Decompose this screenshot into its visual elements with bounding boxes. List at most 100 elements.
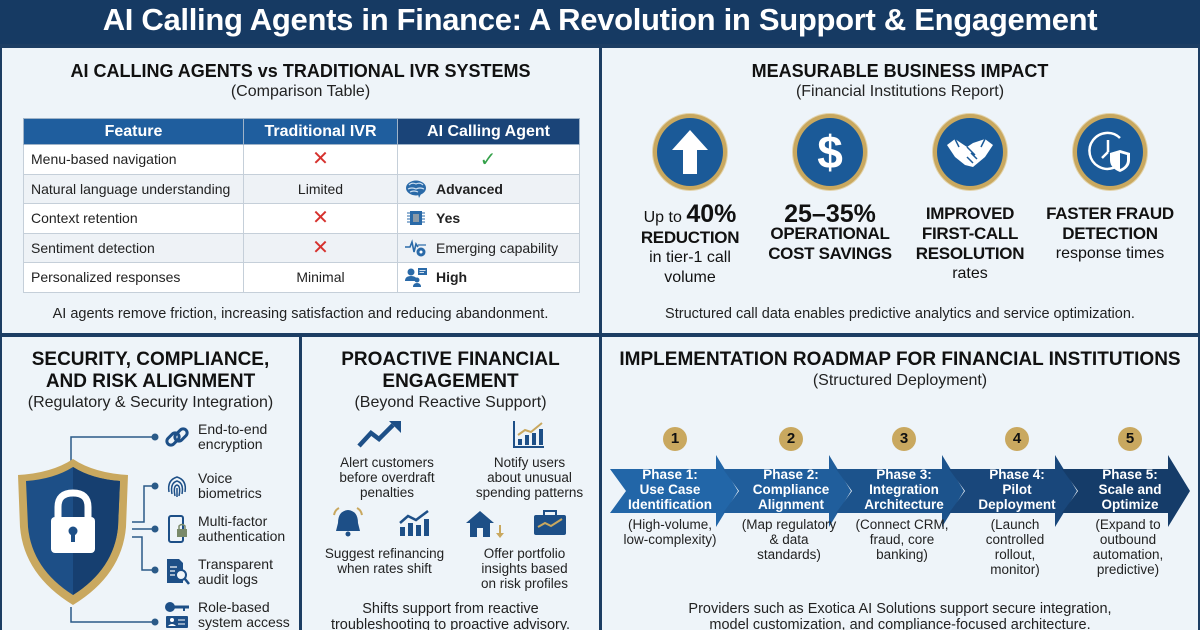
chevron-arrow-icon [723,455,851,527]
impact-item: Up to 40% REDUCTION in tier-1 call volum… [622,114,758,288]
ai-value: High [436,269,468,286]
security-item-role-access: Role-based system access [162,600,290,630]
impact-item: $ 25–35% OPERATIONAL COST SAVINGS [762,114,898,288]
cross-icon: ✕ [312,236,329,259]
comparison-title: AI CALLING AGENTS vs TRADITIONAL IVR SYS… [70,61,531,81]
column-header-feature: Feature [23,118,244,145]
shield-lock-icon [18,459,128,605]
feature-cell: Natural language understanding [23,173,244,204]
column-header-ai: AI Calling Agent [397,118,580,145]
table-row: Menu-based navigation ✕ ✓ [23,144,580,175]
proactive-footer: Shifts support from reactive troubleshoo… [330,601,571,630]
impact-subtitle: (Financial Institutions Report) [795,83,1005,100]
proactive-item-portfolio: Offer portfolio insights based on risk p… [480,546,569,591]
proactive-item-refinancing: Suggest refinancing when rates shift [324,546,445,576]
feature-cell: Menu-based navigation [23,144,244,175]
chevron-arrow-icon [1062,455,1190,527]
comparison-panel: AI CALLING AGENTS vs TRADITIONAL IVR SYS… [2,48,599,333]
users-chat-icon [405,268,427,288]
security-item-biometrics: Voice biometrics [162,471,262,501]
cross-icon: ✕ [312,207,329,230]
chevron-arrow-icon [610,455,738,527]
phase-number-badge: 5 [1118,427,1142,451]
feature-cell: Sentiment detection [23,232,244,263]
roadmap-subtitle: (Structured Deployment) [812,372,988,389]
security-item-mfa: Multi-factor authentication [162,514,285,544]
ai-cell: Emerging capability [397,232,580,263]
ai-cell: High [397,262,580,293]
phase-description: (Expand to outbound automation, predictive) [1092,517,1164,577]
security-item-encryption: End-to-end encryption [162,422,267,452]
comparison-footer: AI agents remove friction, increasing sa… [52,306,549,322]
check-icon: ✓ [479,148,497,171]
phase-description: (Map regulatory & data standards) [741,517,837,562]
security-subtitle: (Regulatory & Security Integration) [27,394,274,411]
phase-description: (High-volume, low-complexity) [623,517,717,547]
roadmap-phases: 1 Phase 1: Use Case Identification (High-v… [610,427,1195,607]
phase-number-badge: 2 [779,427,803,451]
phase-number-badge: 4 [1005,427,1029,451]
proactive-item-spending: Notify users about unusual spending patt… [475,455,584,500]
security-title-line2: AND RISK ALIGNMENT [45,371,256,392]
roadmap-title: IMPLEMENTATION ROADMAP FOR FINANCIAL INS… [619,349,1181,370]
dollar-icon: $ [793,114,867,190]
ai-value: Yes [436,210,461,227]
handshake-icon [933,114,1007,190]
column-header-ivr: Traditional IVR [243,118,398,145]
ivr-cell: ✕ [243,144,398,175]
proactive-panel: PROACTIVE FINANCIAL ENGAGEMENT (Beyond R… [302,337,599,630]
comparison-table: Feature Traditional IVR AI Calling Agent… [23,118,580,293]
briefcase-icon [534,510,566,535]
link-icon [162,422,192,452]
table-row: Personalized responses Minimal High [23,262,580,293]
table-row: Context retention ✕ Yes [23,203,580,234]
document-search-icon [162,557,192,587]
impact-title: MEASURABLE BUSINESS IMPACT [751,61,1049,81]
arrow-up-icon [653,114,727,190]
phase-number-badge: 3 [892,427,916,451]
security-panel: SECURITY, COMPLIANCE, AND RISK ALIGNMENT… [2,337,299,630]
bell-icon [333,507,363,537]
proactive-title-line2: ENGAGEMENT [382,371,519,392]
ivr-cell: ✕ [243,232,398,263]
proactive-subtitle: (Beyond Reactive Support) [354,394,547,411]
roadmap-footer: Providers such as Exotica AI Solutions s… [688,601,1112,630]
page-title: AI Calling Agents in Finance: A Revoluti… [0,0,1200,44]
security-title-line1: SECURITY, COMPLIANCE, [31,349,270,370]
proactive-title-line1: PROACTIVE FINANCIAL [341,349,560,370]
comparison-subtitle: (Comparison Table) [230,83,371,100]
chip-icon [407,211,425,226]
ai-cell: ✓ [397,144,580,175]
impact-panel: MEASURABLE BUSINESS IMPACT (Financial In… [602,48,1198,333]
house-down-icon [466,511,504,538]
fingerprint-icon [162,471,192,501]
phase-description: (Launch controlled rollout, monitor) [985,517,1045,577]
bar-chart-icon [513,421,544,448]
cross-icon: ✕ [312,148,329,171]
table-header-row: Feature Traditional IVR AI Calling Agent [23,118,580,145]
impact-item: FASTER FRAUD DETECTION response times [1042,114,1178,288]
ai-value: Emerging capability [436,239,559,256]
ai-value: Advanced [436,180,503,197]
pulse-icon [405,238,426,257]
ai-cell: Yes [397,203,580,234]
phone-lock-icon [162,514,192,544]
feature-cell: Personalized responses [23,262,244,293]
ivr-cell: ✕ [243,203,398,234]
trend-up-icon [357,421,401,448]
proactive-item-overdraft: Alert customers before overdraft penalti… [339,455,435,500]
phase-number-badge: 1 [663,427,687,451]
impact-item: IMPROVED FIRST-CALL RESOLUTION rates [902,114,1038,288]
growth-chart-icon [399,510,429,536]
ivr-cell: Minimal [243,262,398,293]
table-row: Natural language understanding Limited A… [23,173,580,204]
chevron-arrow-icon [949,455,1077,527]
ivr-cell: Limited [243,173,398,204]
roadmap-panel: IMPLEMENTATION ROADMAP FOR FINANCIAL INS… [602,337,1198,630]
ai-cell: Advanced [397,173,580,204]
clock-shield-icon [1073,114,1147,190]
connector-lines [70,433,159,626]
phase-description: (Connect CRM, fraud, core banking) [855,517,949,562]
brain-icon [406,180,426,198]
security-item-audit: Transparent audit logs [162,557,273,587]
